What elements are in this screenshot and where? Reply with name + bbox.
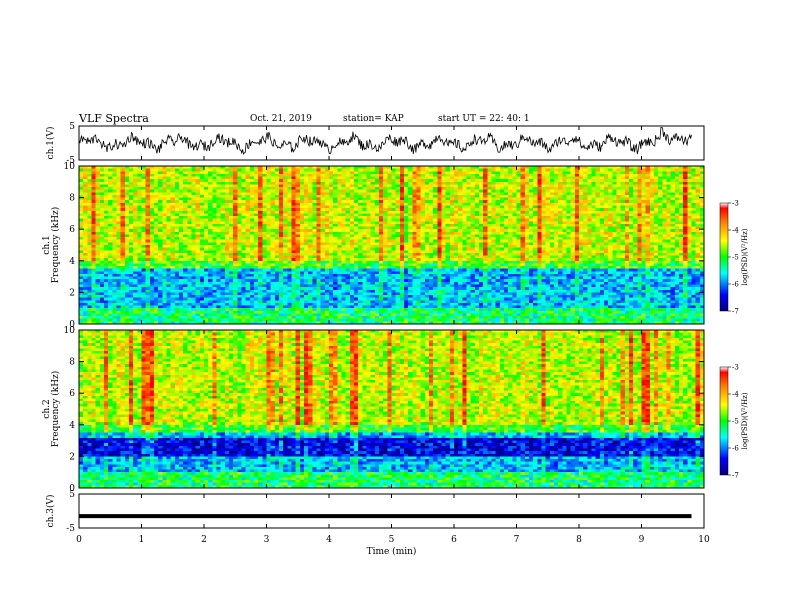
ch2_spectrogram-ytick-label: 8 — [69, 358, 75, 368]
ch1_waveform-frame — [78, 125, 705, 161]
ch2_spectrogram-ylabel: ch.2 — [42, 399, 52, 418]
ch2_spectrogram-colorbar-tick-label: -5 — [732, 418, 739, 426]
ch1_spectrogram-colorbar-tick-label: -4 — [732, 227, 739, 235]
ch1_waveform-ylabel: ch.1(V) — [45, 127, 56, 160]
x-tick-label: 2 — [201, 535, 207, 545]
ch2_spectrogram-ytick-label: 10 — [64, 326, 76, 336]
ch1_spectrogram-ylabel: ch.1 — [42, 235, 52, 254]
ch1_spectrogram-ylabel: Frequency (kHz) — [50, 207, 61, 284]
x-tick-label: 3 — [264, 535, 270, 545]
spectrogram-layer — [79, 166, 704, 488]
ch1_spectrogram-ytick-label: 6 — [69, 225, 75, 235]
x-tick-label: 0 — [76, 535, 82, 545]
ch3_waveform-ylabel: ch.3(V) — [45, 495, 56, 528]
x-tick-label: 6 — [451, 535, 457, 545]
x-tick-label: 10 — [698, 535, 710, 545]
ch1_spectrogram-heatmap — [79, 166, 704, 324]
x-tick-label: 9 — [639, 535, 645, 545]
ch1_spectrogram-colorbar-tick-label: -5 — [732, 254, 739, 262]
ch1_waveform-ytick-label: -5 — [66, 156, 75, 166]
ch2_spectrogram-colorbar-tick-label: -7 — [732, 472, 739, 480]
ch2_spectrogram-ytick-label: 6 — [69, 389, 75, 399]
ch1_waveform-ytick-label: 5 — [69, 122, 75, 132]
ch1_spectrogram-ytick-label: 4 — [69, 257, 75, 267]
ch1-waveform-series — [78, 126, 692, 155]
start-time-label: start UT = 22: 40: 1 — [438, 114, 530, 124]
ch2_spectrogram-ytick-label: 2 — [69, 452, 75, 462]
date-label: Oct. 21, 2019 — [250, 114, 312, 124]
ch2_spectrogram-ytick-label: 4 — [69, 421, 75, 431]
x-axis-label: Time (min) — [367, 546, 417, 557]
ch1_spectrogram-colorbar-tick-label: -7 — [732, 308, 739, 316]
ch2_spectrogram-colorbar-tick-label: -3 — [732, 364, 739, 372]
ch1_spectrogram-colorbar-tick-label: -6 — [732, 281, 739, 289]
ch2_spectrogram-colorbar-tick-label: -4 — [732, 391, 739, 399]
ch2_spectrogram-heatmap — [79, 330, 704, 488]
x-tick-label: 4 — [326, 535, 332, 545]
ch1_spectrogram-ytick-label: 2 — [69, 288, 75, 298]
ch2_spectrogram-ylabel: Frequency (kHz) — [50, 371, 61, 448]
x-tick-label: 7 — [514, 535, 520, 545]
x-tick-label: 5 — [389, 535, 395, 545]
ch3_waveform-ytick-label: 5 — [69, 490, 75, 500]
ch2_spectrogram-colorbar-label: log(PSD)(V²/Hz) — [741, 392, 749, 449]
ch1_spectrogram-colorbar-tick-label: -3 — [732, 200, 739, 208]
chart-title: VLF Spectra — [79, 112, 149, 125]
ch2_spectrogram-ytick-label: 0 — [69, 484, 75, 494]
station-label: station= KAP — [343, 114, 404, 124]
ch1_spectrogram-colorbar-label: log(PSD)(V²/Hz) — [741, 228, 749, 285]
ch1_spectrogram-ytick-label: 10 — [64, 162, 76, 172]
ch3_waveform-frame — [78, 493, 705, 529]
x-tick-label: 8 — [576, 535, 582, 545]
ch2_spectrogram-colorbar-tick-label: -6 — [732, 445, 739, 453]
ch1_spectrogram-colorbar — [719, 202, 729, 312]
ch1_spectrogram-ytick-label: 0 — [69, 320, 75, 330]
waveform-layer — [78, 126, 692, 519]
ch2_spectrogram-colorbar — [719, 366, 729, 476]
ch3_waveform-ytick-label: -5 — [66, 524, 75, 534]
x-tick-label: 1 — [139, 535, 145, 545]
ch1_spectrogram-ytick-label: 8 — [69, 194, 75, 204]
